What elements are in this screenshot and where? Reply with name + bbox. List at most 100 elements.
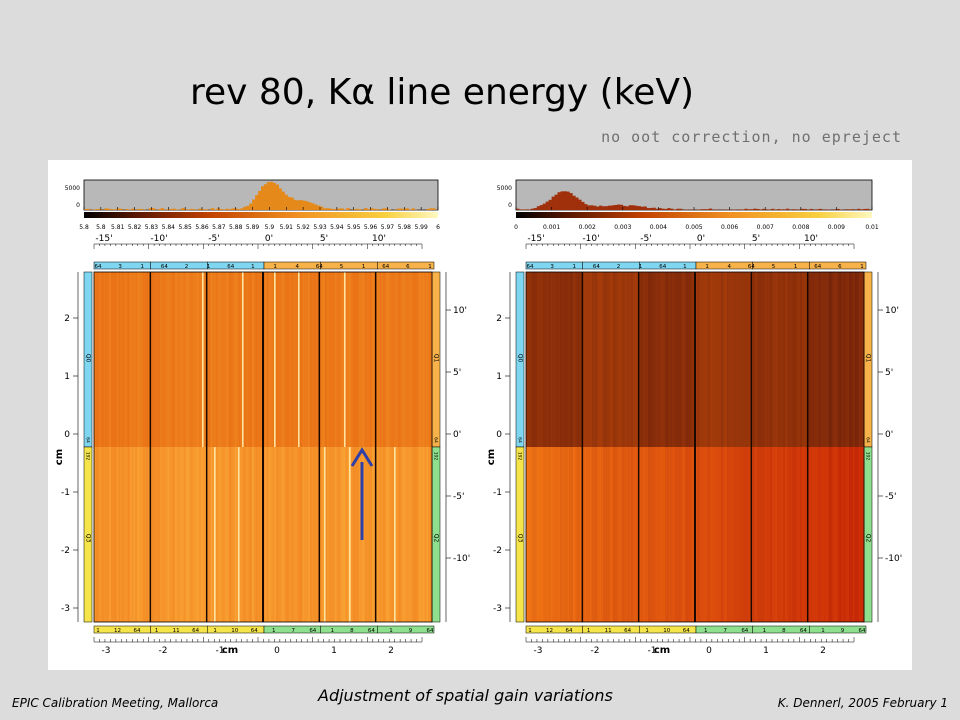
histogram-bar xyxy=(278,188,282,210)
histogram-bar xyxy=(581,201,585,210)
histogram-bar xyxy=(584,204,588,210)
map-column-top xyxy=(347,272,350,447)
histogram-xtick-label: 5.83 xyxy=(145,224,159,231)
map-column-top xyxy=(646,272,649,447)
map-column-bottom xyxy=(146,447,149,622)
map-column-top xyxy=(571,272,574,447)
map-column-bottom xyxy=(383,447,386,622)
map-column-bottom xyxy=(272,447,275,622)
map-column-top xyxy=(606,272,609,447)
map-column-bottom xyxy=(191,447,194,622)
map-column-top xyxy=(824,272,827,447)
map-column-bottom xyxy=(741,447,745,622)
map-column-bottom xyxy=(107,447,110,622)
histogram-bar xyxy=(373,208,377,210)
map-column-bottom xyxy=(411,447,414,622)
map-column-top xyxy=(120,272,123,447)
map-column-bottom xyxy=(539,447,542,622)
map-column-bottom xyxy=(788,447,791,622)
map-column-bottom xyxy=(127,447,130,622)
map-column-bottom xyxy=(238,447,241,622)
bright-column-streak xyxy=(324,447,326,622)
map-column-top xyxy=(820,272,823,447)
side-small-label: 192 xyxy=(433,452,439,461)
map-column-bottom xyxy=(640,447,643,622)
map-column-top xyxy=(721,272,724,447)
map-column-bottom xyxy=(591,447,594,622)
map-column-top xyxy=(360,272,363,447)
bottom-ccd-cell xyxy=(525,625,583,634)
map-column-top xyxy=(386,272,390,447)
top-ccd-label: 3 xyxy=(118,264,122,270)
histogram-bar xyxy=(199,208,203,210)
map-column-top xyxy=(426,272,429,447)
map-column-bottom xyxy=(370,447,373,622)
map-column-top xyxy=(807,272,810,447)
map-column-top xyxy=(802,272,805,447)
histogram-xtick-label: 0.007 xyxy=(757,224,774,231)
top-ccd-cell xyxy=(377,261,435,270)
map-column-top xyxy=(193,272,196,447)
map-column-bottom xyxy=(802,447,805,622)
map-column-bottom xyxy=(550,447,553,622)
map-column-bottom xyxy=(420,447,423,622)
map-column-bottom xyxy=(347,447,350,622)
map-column-bottom xyxy=(170,447,174,622)
histogram-bar xyxy=(628,205,632,210)
histogram-bar xyxy=(193,209,197,210)
right-arcmin-tick-label: -5' xyxy=(453,492,464,502)
map-column-bottom xyxy=(563,447,566,622)
map-column-bottom xyxy=(582,447,585,622)
histogram-bar xyxy=(545,201,549,210)
map-column-bottom xyxy=(257,447,260,622)
map-column-bottom xyxy=(300,447,303,622)
map-column-top xyxy=(818,272,822,447)
map-column-top xyxy=(140,272,144,447)
histogram-bar xyxy=(429,208,433,210)
map-column-bottom xyxy=(246,447,249,622)
map-column-bottom xyxy=(567,447,570,622)
map-column-bottom xyxy=(633,447,636,622)
map-column-top xyxy=(833,272,837,447)
map-column-top xyxy=(623,272,626,447)
map-column-bottom xyxy=(110,447,113,622)
histogram-bar xyxy=(358,209,362,210)
top-ccd-label: 6 xyxy=(406,264,410,270)
histogram-xtick-label: 5.95 xyxy=(347,224,361,231)
bottom-cm-tick-label: 1 xyxy=(331,646,337,656)
top-arcmin-label: -10' xyxy=(582,234,599,244)
histogram-bar xyxy=(860,209,864,210)
map-column-top xyxy=(355,272,358,447)
map-column-top xyxy=(604,272,607,447)
color-scale-bar xyxy=(516,212,872,218)
histogram-bar xyxy=(783,209,787,210)
map-column-top xyxy=(302,272,305,447)
map-column-top xyxy=(351,272,354,447)
map-column-top xyxy=(649,272,653,447)
map-column-top xyxy=(557,272,560,447)
map-column-top xyxy=(813,272,816,447)
map-column-bottom xyxy=(339,447,343,622)
map-column-top xyxy=(835,272,838,447)
histogram-xtick-label: 0 xyxy=(514,224,518,231)
map-column-bottom xyxy=(182,447,185,622)
map-column-top xyxy=(398,272,401,447)
map-column-bottom xyxy=(334,447,337,622)
histogram-bar xyxy=(670,208,674,210)
top-ccd-cell xyxy=(320,261,378,270)
map-column-bottom xyxy=(302,447,305,622)
map-column-bottom xyxy=(852,447,855,622)
map-column-top xyxy=(602,272,606,447)
map-column-bottom xyxy=(167,447,170,622)
map-column-top xyxy=(584,272,587,447)
map-column-bottom xyxy=(730,447,733,622)
map-column-bottom xyxy=(330,447,333,622)
map-column-top xyxy=(702,272,705,447)
map-column-top xyxy=(544,272,547,447)
bottom-ccd-label: 9 xyxy=(841,628,845,634)
histogram-bar xyxy=(202,209,206,210)
map-column-bottom xyxy=(576,447,579,622)
map-column-top xyxy=(422,272,425,447)
side-small-label: 64 xyxy=(85,437,91,443)
map-column-bottom xyxy=(597,447,600,622)
